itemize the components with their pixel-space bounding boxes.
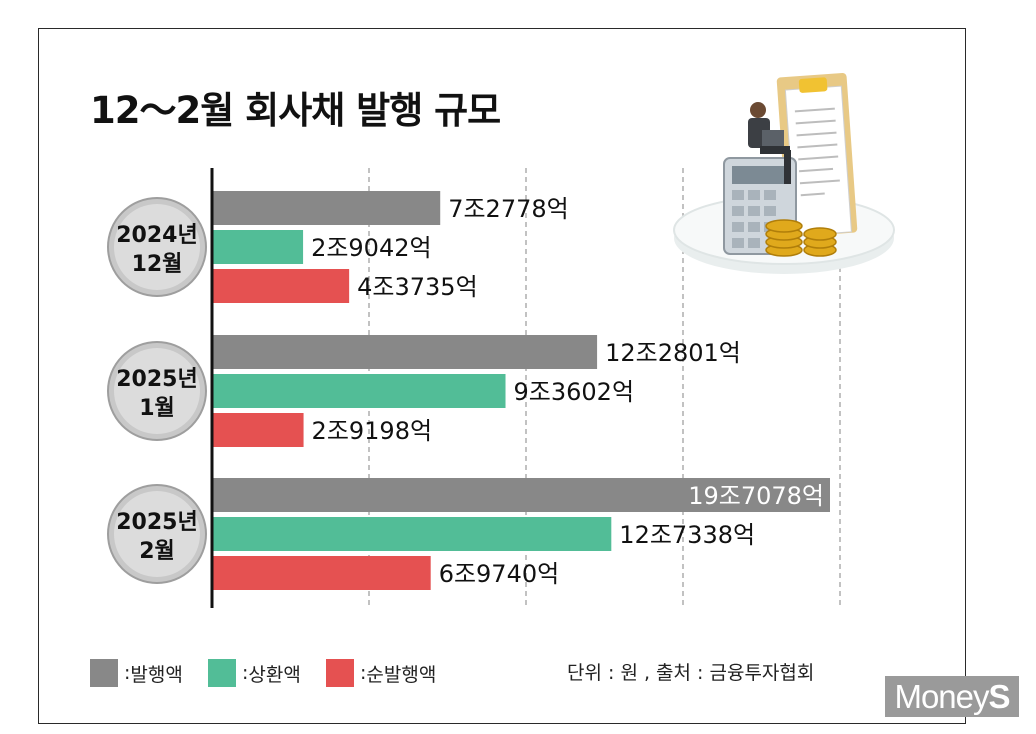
logo-text: Money xyxy=(894,677,989,715)
category-badge-inner xyxy=(114,204,200,290)
category-label-month: 2월 xyxy=(139,539,175,564)
category-label-year: 2025년 xyxy=(116,367,197,392)
category-label-year: 2024년 xyxy=(116,223,197,248)
legend-swatch xyxy=(208,659,236,687)
legend-prefix: : xyxy=(242,662,249,684)
data-label: 12조7338억 xyxy=(619,521,755,549)
source-note: 단위 : 원 , 출처 : 금융투자협회 xyxy=(567,662,815,684)
category-badge-inner xyxy=(114,491,200,577)
bar-repayment xyxy=(212,374,506,408)
bar-net-issuance xyxy=(212,413,304,447)
data-label: 2조9042억 xyxy=(311,234,432,262)
legend-prefix: : xyxy=(360,662,367,684)
legend-prefix: : xyxy=(124,662,131,684)
data-label: 6조9740억 xyxy=(439,560,560,588)
bar-repayment xyxy=(212,517,612,551)
data-label: 12조2801억 xyxy=(605,339,741,367)
legend-label: 순발행액 xyxy=(366,663,437,686)
moneys-logo: Money S xyxy=(885,676,1019,717)
data-label: 7조2778억 xyxy=(448,195,569,223)
data-label: 9조3602억 xyxy=(514,378,635,406)
bar-issuance xyxy=(212,478,830,512)
legend-item-issuance: : 발행액 xyxy=(90,658,183,688)
chart-title: 12～2월 회사채 발행 규모 xyxy=(90,89,501,132)
legend-item-net-issuance: : 순발행액 xyxy=(326,658,436,688)
category-label-month: 12월 xyxy=(132,252,183,277)
bar-issuance xyxy=(212,335,598,369)
logo-text-end: S xyxy=(988,677,1011,715)
bar-issuance xyxy=(212,191,441,225)
legend-swatch xyxy=(326,659,354,687)
data-label: 4조3735억 xyxy=(357,273,478,301)
finance-illustration-icon xyxy=(673,73,895,274)
legend-swatch xyxy=(90,659,118,687)
category-label-year: 2025년 xyxy=(116,510,197,535)
legend-label: 발행액 xyxy=(130,663,183,686)
category-badge-inner xyxy=(114,348,200,434)
data-label: 2조9198억 xyxy=(312,417,433,445)
legend-item-repayment: : 상환액 xyxy=(208,658,301,688)
legend-label: 상환액 xyxy=(248,663,301,686)
bar-repayment xyxy=(212,230,304,264)
bar-net-issuance xyxy=(212,269,350,303)
data-label: 19조7078억 xyxy=(688,482,824,510)
category-label-month: 1월 xyxy=(139,396,175,421)
bar-net-issuance xyxy=(212,556,431,590)
